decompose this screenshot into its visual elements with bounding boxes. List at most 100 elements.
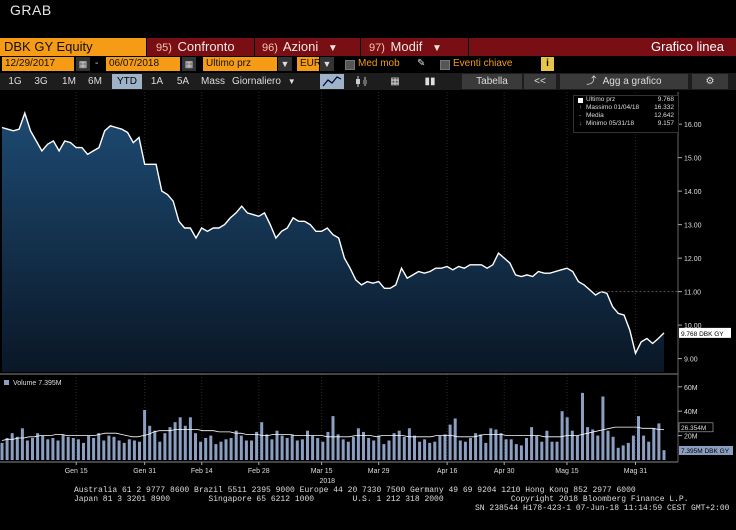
volume-bar: [168, 427, 172, 460]
volume-bar: [285, 438, 289, 460]
volume-bar: [413, 435, 416, 460]
line-chart-icon[interactable]: [320, 74, 344, 89]
events-checkbox[interactable]: [440, 60, 450, 70]
date-separator: -: [95, 58, 99, 69]
candlestick-icon[interactable]: [350, 74, 374, 89]
calendar-icon[interactable]: ▦: [76, 57, 90, 71]
bar-chart-icon[interactable]: ▮▮: [424, 76, 436, 87]
tab-1g[interactable]: 1G: [8, 76, 22, 87]
volume-bar: [275, 430, 279, 460]
start-date-field[interactable]: 12/29/2017: [2, 57, 74, 71]
volume-bar: [647, 441, 651, 460]
chevron-down-icon: ▼: [431, 43, 442, 54]
volume-bar: [46, 439, 50, 460]
tab-3g[interactable]: 3G: [34, 76, 48, 87]
frequency-label: Giornaliero: [232, 76, 281, 87]
up-tick-icon: ↑: [579, 104, 583, 111]
volume-bar: [530, 427, 534, 460]
menu-confronto[interactable]: 95) Confronto: [156, 38, 235, 56]
menu-azioni[interactable]: 96) Azioni ▼: [262, 38, 338, 56]
volume-bar: [367, 438, 371, 460]
calendar-icon[interactable]: ▦: [182, 57, 196, 71]
tab-ytd[interactable]: YTD: [112, 74, 142, 89]
y-tick-label: 12.00: [684, 256, 702, 263]
tab-1m[interactable]: 1M: [62, 76, 76, 87]
volume-bar: [71, 438, 75, 460]
tab-1a[interactable]: 1A: [150, 76, 164, 87]
price-field-select[interactable]: Ultimo prz: [203, 57, 277, 71]
volume-bar: [76, 439, 80, 460]
volume-bar: [122, 442, 126, 460]
volume-bar: [631, 435, 635, 460]
volume-bar: [575, 435, 579, 460]
window-title: GRAB: [10, 2, 52, 18]
volume-bar: [469, 438, 472, 460]
volume-bar: [448, 424, 452, 460]
tab-5a[interactable]: 5A: [176, 76, 190, 87]
ticker-input[interactable]: DBK GY Equity: [0, 38, 146, 56]
volume-bar: [311, 435, 315, 460]
volume-bar: [392, 433, 396, 460]
volume-bar: [499, 433, 503, 460]
volume-bar: [438, 435, 442, 460]
volume-bar: [255, 431, 259, 460]
legend-value: 16.332: [654, 104, 674, 111]
volume-bar: [341, 439, 345, 460]
gear-icon[interactable]: ⚙: [692, 74, 728, 89]
currency-field[interactable]: EUR: [297, 57, 321, 71]
volume-tick-label: 60M: [684, 385, 698, 392]
volume-bar: [626, 442, 630, 460]
med-mob-checkbox[interactable]: [345, 60, 355, 70]
pencil-icon[interactable]: ✎: [417, 58, 426, 69]
price-line: [1, 110, 665, 356]
volume-bar: [525, 438, 528, 460]
volume-bar: [662, 450, 666, 460]
volume-bar: [362, 431, 365, 460]
volume-bar: [316, 438, 320, 460]
average-dash-icon: -: [579, 112, 582, 119]
tab-6m[interactable]: 6M: [88, 76, 102, 87]
volume-avg-label: 26.354M: [681, 425, 706, 432]
volume-bar: [290, 434, 294, 460]
table-button[interactable]: Tabella: [462, 74, 522, 89]
info-icon[interactable]: i: [541, 57, 554, 71]
events-label: Eventi chiave: [453, 58, 513, 69]
y-tick-label: 13.00: [684, 223, 702, 230]
volume-bar: [489, 428, 493, 460]
volume-bar: [31, 438, 34, 460]
volume-bar: [560, 411, 564, 460]
volume-tick-label: 20M: [684, 434, 698, 441]
chevron-down-icon[interactable]: ▼: [278, 57, 292, 71]
chevron-down-icon[interactable]: ▼: [320, 57, 334, 71]
divider: [468, 38, 469, 56]
price-panel: [1, 110, 678, 372]
volume-bar: [295, 440, 299, 460]
end-date-field[interactable]: 06/07/2018: [106, 57, 180, 71]
tab-max[interactable]: Mass: [201, 76, 225, 87]
volume-bar: [112, 436, 116, 460]
volume-bar: [306, 430, 309, 460]
volume-bar: [387, 440, 391, 460]
volume-bar: [372, 440, 376, 460]
price-volume-chart[interactable]: 9.00 10.00 11.00 12.00 13.00 14.00 15.00 16.00 9…: [0, 92, 736, 484]
menu-modif[interactable]: 97) Modif ▼: [369, 38, 442, 56]
y-tick-label: 11.00: [684, 290, 701, 297]
volume-bar: [637, 416, 640, 460]
volume-bar: [504, 439, 508, 460]
last-price-label: 9.768 DBK GY: [681, 331, 724, 338]
add-to-chart-button[interactable]: ⤴ Agg a grafico: [560, 74, 688, 89]
volume-bar: [519, 445, 523, 460]
volume-bar: [15, 436, 19, 460]
volume-bar: [321, 441, 325, 460]
volume-bar: [36, 433, 40, 460]
volume-bar: [346, 441, 350, 460]
volume-bar: [132, 440, 136, 460]
table-icon[interactable]: ▦: [390, 76, 400, 87]
double-chevron-left-icon[interactable]: <<: [524, 74, 556, 89]
frequency-select[interactable]: Giornaliero ▼: [232, 74, 300, 89]
volume-bar: [209, 435, 213, 460]
volume-bar: [453, 418, 457, 460]
med-mob-label: Med mob: [358, 58, 400, 69]
volume-bar: [51, 438, 55, 460]
y-tick-label: 9.00: [684, 357, 698, 364]
